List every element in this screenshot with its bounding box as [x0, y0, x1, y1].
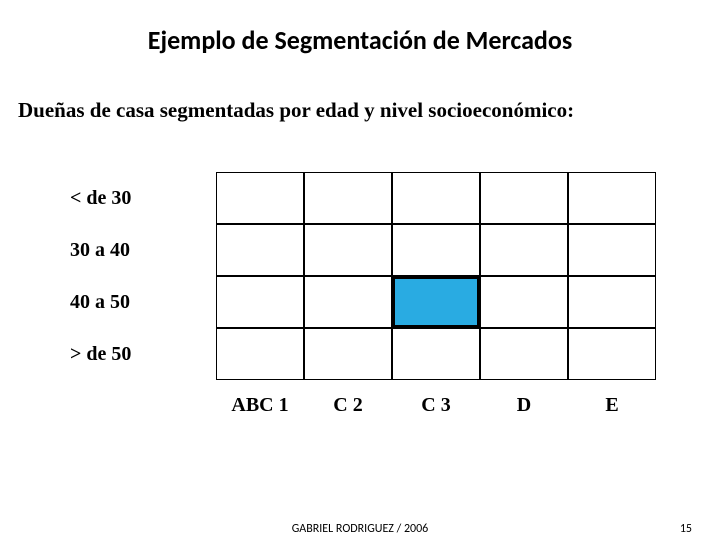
grid-cell	[480, 328, 568, 380]
grid-cell	[304, 328, 392, 380]
grid-cell	[568, 328, 656, 380]
row-label-spacer	[68, 380, 216, 424]
grid-body: < de 30 30 a 40 40 a 50 > de 50 ABC 1 C …	[68, 172, 658, 424]
grid-cell	[216, 328, 304, 380]
col-label: C 2	[304, 380, 392, 424]
grid-cell	[568, 276, 656, 328]
grid-cell	[304, 172, 392, 224]
grid-cell	[392, 224, 480, 276]
grid-cell	[392, 172, 480, 224]
grid-cell	[480, 276, 568, 328]
col-label: D	[480, 380, 568, 424]
grid-cell	[568, 224, 656, 276]
row-label: 30 a 40	[68, 224, 216, 276]
grid-cell	[216, 276, 304, 328]
segmentation-grid: < de 30 30 a 40 40 a 50 > de 50 ABC 1 C …	[68, 172, 658, 424]
grid-cell	[392, 328, 480, 380]
row-label: > de 50	[68, 328, 216, 380]
row-label: 40 a 50	[68, 276, 216, 328]
grid-cell	[216, 224, 304, 276]
grid-cell	[480, 224, 568, 276]
grid-cell	[216, 172, 304, 224]
page-subtitle: Dueñas de casa segmentadas por edad y ni…	[0, 56, 720, 123]
grid-cell	[480, 172, 568, 224]
grid-cell	[304, 276, 392, 328]
col-label: ABC 1	[216, 380, 304, 424]
page-title: Ejemplo de Segmentación de Mercados	[0, 0, 720, 56]
grid-cell	[304, 224, 392, 276]
grid-cell-highlighted	[392, 276, 480, 328]
grid-cell	[568, 172, 656, 224]
page-number: 15	[680, 522, 692, 536]
footer-author: GABRIEL RODRIGUEZ / 2006	[292, 522, 429, 536]
col-label: E	[568, 380, 656, 424]
col-label: C 3	[392, 380, 480, 424]
row-label: < de 30	[68, 172, 216, 224]
